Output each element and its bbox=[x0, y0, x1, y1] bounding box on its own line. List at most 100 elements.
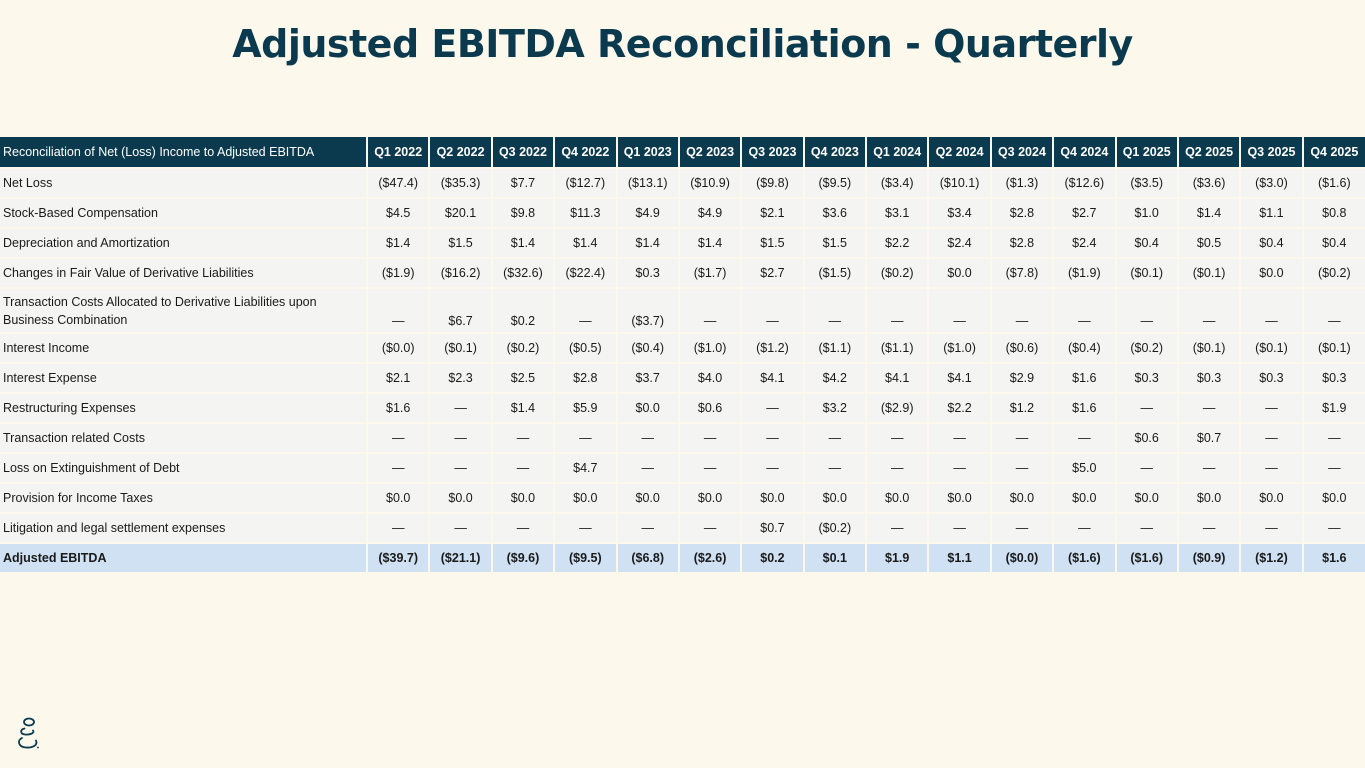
total-cell: ($9.5) bbox=[553, 542, 617, 572]
table-cell: $2.1 bbox=[365, 362, 430, 393]
table-cell: — bbox=[1239, 452, 1303, 483]
table-cell: — bbox=[677, 512, 742, 543]
table-cell: $1.5 bbox=[802, 227, 866, 258]
table-cell: — bbox=[1301, 287, 1365, 333]
table-cell: ($9.5) bbox=[802, 167, 866, 198]
table-cell: $0.3 bbox=[1301, 362, 1365, 393]
table-cell: $2.7 bbox=[1052, 197, 1116, 228]
table-cell: $2.9 bbox=[989, 362, 1054, 393]
table-cell: ($13.1) bbox=[615, 167, 679, 198]
table-cell: $2.8 bbox=[553, 362, 617, 393]
table-cell: — bbox=[553, 287, 617, 333]
table-cell: $1.2 bbox=[989, 392, 1054, 423]
table-cell: $2.8 bbox=[989, 227, 1054, 258]
quarter-column-header: Q3 2022 bbox=[490, 137, 555, 168]
table-cell: — bbox=[1052, 287, 1116, 333]
table-cell: — bbox=[1301, 422, 1365, 453]
table-cell: ($3.5) bbox=[1114, 167, 1178, 198]
table-row: Changes in Fair Value of Derivative Liab… bbox=[0, 257, 1365, 288]
row-label: Transaction Costs Allocated to Derivativ… bbox=[0, 287, 367, 333]
table-cell: $1.9 bbox=[1301, 392, 1365, 423]
table-cell: — bbox=[1114, 512, 1178, 543]
table-cell: ($0.5) bbox=[553, 332, 617, 363]
table-cell: $0.0 bbox=[989, 482, 1054, 513]
quarter-column-header: Q1 2024 bbox=[864, 137, 929, 168]
quarter-column-header: Q2 2023 bbox=[677, 137, 742, 168]
table-cell: $7.7 bbox=[490, 167, 555, 198]
table-cell: ($1.1) bbox=[864, 332, 929, 363]
total-cell: ($39.7) bbox=[365, 542, 430, 572]
table-row: Transaction Costs Allocated to Derivativ… bbox=[0, 287, 1365, 333]
table-cell: ($10.1) bbox=[927, 167, 991, 198]
table-cell: — bbox=[428, 452, 492, 483]
total-cell: ($2.6) bbox=[677, 542, 742, 572]
table-cell: — bbox=[989, 512, 1054, 543]
table-cell: $0.5 bbox=[1176, 227, 1241, 258]
table-row: Stock-Based Compensation $4.5 $20.1 $9.8 $11… bbox=[0, 197, 1365, 228]
table-cell: $0.3 bbox=[1176, 362, 1241, 393]
table-cell: $0.7 bbox=[740, 512, 804, 543]
table-cell: $1.6 bbox=[365, 392, 430, 423]
table-cell: — bbox=[677, 452, 742, 483]
table-cell: $5.9 bbox=[553, 392, 617, 423]
total-row-label: Adjusted EBITDA bbox=[0, 542, 367, 572]
quarter-column-header: Q3 2023 bbox=[740, 137, 804, 168]
table-cell: — bbox=[615, 512, 679, 543]
table-cell: $0.6 bbox=[677, 392, 742, 423]
table-cell: ($3.7) bbox=[615, 287, 679, 333]
table-cell: $0.3 bbox=[1114, 362, 1178, 393]
table-cell: — bbox=[1114, 392, 1178, 423]
table-cell: — bbox=[553, 422, 617, 453]
table-cell: $0.0 bbox=[927, 482, 991, 513]
table-cell: $0.0 bbox=[1239, 482, 1303, 513]
table-cell: — bbox=[365, 452, 430, 483]
table-cell: ($0.4) bbox=[615, 332, 679, 363]
table-cell: ($0.1) bbox=[1239, 332, 1303, 363]
table-cell: $9.8 bbox=[490, 197, 555, 228]
table-cell: — bbox=[740, 392, 804, 423]
table-cell: $2.2 bbox=[864, 227, 929, 258]
table-row: Loss on Extinguishment of Debt — — — $4.7— — —… bbox=[0, 452, 1365, 483]
row-label: Stock-Based Compensation bbox=[0, 197, 367, 228]
table-cell: $2.4 bbox=[927, 227, 991, 258]
quarter-column-header: Q1 2025 bbox=[1114, 137, 1178, 168]
row-label: Loss on Extinguishment of Debt bbox=[0, 452, 367, 483]
table-cell: ($0.2) bbox=[1114, 332, 1178, 363]
table-cell: $4.7 bbox=[553, 452, 617, 483]
table-cell: $2.4 bbox=[1052, 227, 1116, 258]
table-cell: $4.0 bbox=[677, 362, 742, 393]
table-cell: — bbox=[864, 287, 929, 333]
table-cell: $4.5 bbox=[365, 197, 430, 228]
table-cell: — bbox=[1176, 392, 1241, 423]
quarter-column-header: Q3 2024 bbox=[989, 137, 1054, 168]
table-cell: ($0.1) bbox=[1114, 257, 1178, 288]
table-cell: ($0.2) bbox=[802, 512, 866, 543]
table-cell: $6.7 bbox=[428, 287, 492, 333]
table-cell: — bbox=[1301, 512, 1365, 543]
row-label: Provision for Income Taxes bbox=[0, 482, 367, 513]
table-cell: — bbox=[365, 422, 430, 453]
table-cell: — bbox=[740, 422, 804, 453]
table-cell: ($0.1) bbox=[1301, 332, 1365, 363]
table-row: Litigation and legal settlement expenses… bbox=[0, 512, 1365, 543]
table-cell: ($0.6) bbox=[989, 332, 1054, 363]
table-cell: — bbox=[1239, 392, 1303, 423]
table-cell: ($7.8) bbox=[989, 257, 1054, 288]
table-cell: $1.0 bbox=[1114, 197, 1178, 228]
table-cell: — bbox=[864, 452, 929, 483]
table-cell: — bbox=[677, 287, 742, 333]
total-cell: $1.1 bbox=[927, 542, 991, 572]
table-cell: $1.4 bbox=[553, 227, 617, 258]
table-cell: $0.4 bbox=[1114, 227, 1178, 258]
table-cell: — bbox=[1176, 452, 1241, 483]
table-cell: $0.3 bbox=[615, 257, 679, 288]
total-cell: $0.2 bbox=[740, 542, 804, 572]
table-cell: — bbox=[553, 512, 617, 543]
row-label: Changes in Fair Value of Derivative Liab… bbox=[0, 257, 367, 288]
total-cell: ($21.1) bbox=[428, 542, 492, 572]
table-cell: — bbox=[802, 287, 866, 333]
table-cell: — bbox=[927, 287, 991, 333]
table-cell: $1.6 bbox=[1052, 362, 1116, 393]
quarter-column-header: Q2 2024 bbox=[927, 137, 991, 168]
table-cell: $0.7 bbox=[1176, 422, 1241, 453]
